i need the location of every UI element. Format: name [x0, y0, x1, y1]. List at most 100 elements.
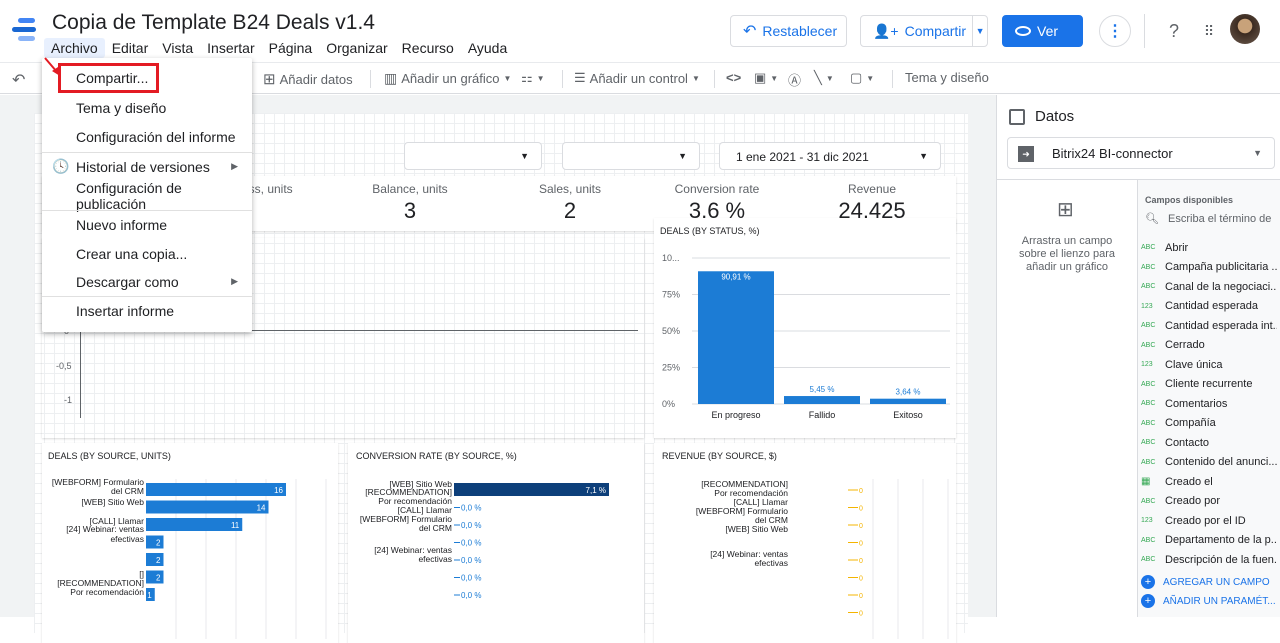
image-icon[interactable]: ▣ ▼: [754, 70, 779, 85]
bar: [146, 570, 164, 584]
add-parameter-button[interactable]: + AÑADIR UN PARAMÉT...: [1141, 592, 1276, 610]
filter-dropdown-2[interactable]: ▼: [562, 142, 700, 170]
filter-dropdown-1[interactable]: ▼: [404, 142, 542, 170]
data-label: 0,0 %: [461, 591, 481, 600]
data-label: 0: [859, 488, 863, 495]
avatar[interactable]: [1230, 14, 1260, 44]
theme-layout-button[interactable]: Tema y diseño: [905, 70, 989, 85]
field-item[interactable]: ABC Contacto: [1141, 433, 1277, 452]
field-item[interactable]: ABC Cerrado: [1141, 336, 1277, 355]
field-item[interactable]: ABC Contenido del anunci...: [1141, 453, 1277, 472]
field-item[interactable]: ABC Cliente recurrente: [1141, 375, 1277, 394]
text-type-icon: ABC: [1141, 263, 1156, 271]
y-tick: -1: [64, 395, 73, 405]
field-name: Compañía: [1165, 417, 1216, 429]
field-name: Cerrado: [1165, 339, 1205, 351]
data-label: 0: [859, 593, 863, 600]
shape-icon[interactable]: ▢ ▼: [850, 70, 875, 85]
menu-vista[interactable]: Vista: [162, 40, 194, 56]
apps-grid-icon[interactable]: ⠿: [1203, 22, 1215, 39]
number-type-icon: 123: [1141, 361, 1153, 368]
field-item[interactable]: ABC Departamento de la p...: [1141, 531, 1277, 550]
line-icon[interactable]: ╲ ▼: [814, 70, 834, 85]
more-options-icon[interactable]: ⋮: [1099, 15, 1131, 47]
add-control-button[interactable]: ☰ Añadir un control ▼: [574, 70, 700, 86]
available-fields-label: Campos disponibles: [1145, 195, 1234, 205]
field-item[interactable]: ABC Abrir: [1141, 238, 1277, 257]
menu-organizar[interactable]: Organizar: [326, 40, 388, 56]
menu-divider: [42, 210, 252, 211]
category-label: efectivas: [754, 558, 788, 568]
field-item[interactable]: ABC Canal de la negociaci...: [1141, 277, 1277, 296]
menu-item-report-settings[interactable]: Configuración del informe: [76, 128, 236, 145]
bar: [698, 271, 774, 404]
y-tick-label: 50%: [662, 326, 680, 336]
field-item[interactable]: ▦ Creado el: [1141, 472, 1277, 491]
kpi-sales: Sales, units 2: [538, 182, 602, 223]
data-label: 16: [274, 486, 283, 495]
category-label: [WEBFORM] Formulario: [52, 477, 144, 487]
category-label: Por recomendación: [70, 587, 144, 597]
menu-item-new-report[interactable]: Nuevo informe: [76, 216, 168, 233]
reset-button[interactable]: ↶ Restablecer: [730, 15, 847, 47]
help-icon[interactable]: ?: [1168, 20, 1179, 41]
menu-item-theme[interactable]: Tema y diseño: [76, 99, 167, 116]
revenue-card[interactable]: REVENUE (BY SOURCE, $) 0 0 0 0 0 0 0 0 [RECOMMEN…: [654, 443, 956, 643]
report-title[interactable]: Copia de Template B24 Deals v1.4: [52, 11, 375, 34]
bar: [784, 396, 860, 404]
history-icon: 🕓: [52, 158, 70, 174]
status-chart-card[interactable]: DEALS (BY STATUS, %) 10... 75% 50% 25% 0% 90,…: [654, 218, 956, 438]
menu-item-embed-report[interactable]: Insertar informe: [76, 302, 175, 319]
text-box-icon[interactable]: Ⓐ: [788, 73, 802, 88]
category-label: Por recomendación: [714, 488, 788, 498]
menu-archivo[interactable]: Archivo: [44, 38, 105, 58]
field-item[interactable]: ABC Cantidad esperada int...: [1141, 316, 1277, 335]
conversion-card[interactable]: CONVERSION RATE (BY SOURCE, %) 7,1 % 0,0 …: [348, 443, 644, 643]
menu-ayuda[interactable]: Ayuda: [467, 40, 508, 56]
text-type-icon: ABC: [1141, 497, 1156, 505]
embed-code-icon[interactable]: <>: [726, 70, 742, 85]
add-chart-button[interactable]: ▥ Añadir un gráfico ▼: [384, 70, 512, 86]
menu-editar[interactable]: Editar: [111, 40, 149, 56]
view-button[interactable]: Ver: [1002, 15, 1083, 47]
field-item[interactable]: ABC Descripción de la fuen...: [1141, 550, 1277, 569]
add-person-icon: 👤+: [873, 22, 899, 39]
add-field-button[interactable]: + AGREGAR UN CAMPO: [1141, 573, 1270, 591]
share-dropdown-icon[interactable]: ▼: [972, 16, 987, 46]
add-data-button[interactable]: ⊞ Añadir datos: [263, 71, 353, 88]
menu-pagina[interactable]: Página: [268, 40, 313, 56]
field-item[interactable]: 123 Cantidad esperada: [1141, 297, 1277, 316]
data-label: 0,0 %: [461, 574, 481, 583]
undo-icon[interactable]: ↶: [12, 72, 26, 89]
data-source-selector[interactable]: ➜ Bitrix24 BI-connector ▼: [1007, 137, 1275, 169]
submenu-arrow-icon: ▶: [231, 161, 238, 171]
field-search[interactable]: 🔍︎ Escriba el término de: [1145, 213, 1272, 225]
category-label: [CALL] Llamar: [90, 516, 144, 526]
category-label: efectivas: [418, 554, 452, 564]
bar: [146, 500, 269, 514]
share-button[interactable]: 👤+ Compartir ▼: [860, 15, 988, 47]
field-item[interactable]: 123 Clave única: [1141, 355, 1277, 374]
menu-item-version-history[interactable]: 🕓 Historial de versiones ▶: [52, 158, 238, 175]
menu-item-publish-settings[interactable]: Configuración de publicación: [76, 179, 182, 212]
text-type-icon: ABC: [1141, 341, 1156, 349]
category-label: del CRM: [755, 515, 788, 525]
menu-insertar[interactable]: Insertar: [207, 40, 255, 56]
menu-item-download[interactable]: Descargar como ▶: [76, 273, 238, 290]
menu-item-share[interactable]: Compartir...: [76, 69, 149, 86]
bar: [146, 553, 164, 566]
field-item[interactable]: ABC Creado por: [1141, 492, 1277, 511]
menu-item-make-copy[interactable]: Crear una copia...: [76, 245, 188, 262]
field-item[interactable]: ABC Compañía: [1141, 414, 1277, 433]
field-item[interactable]: ABC Campaña publicitaria ...: [1141, 258, 1277, 277]
source-units-card[interactable]: DEALS (BY SOURCE, UNITS) 16 14 11 2 2 2 1 [WEBF…: [42, 443, 338, 643]
menu-recurso[interactable]: Recurso: [401, 40, 454, 56]
community-viz-icon[interactable]: ⚏ ▼: [521, 70, 545, 85]
looker-studio-logo[interactable]: [12, 18, 36, 42]
field-name: Campaña publicitaria ...: [1165, 261, 1277, 273]
date-range-control[interactable]: 1 ene 2021 - 31 dic 2021 ▼: [719, 142, 941, 170]
field-item[interactable]: 123 Creado por el ID: [1141, 511, 1277, 530]
field-item[interactable]: ABC Comentarios: [1141, 394, 1277, 413]
fields-column-bg: [1138, 180, 1280, 617]
